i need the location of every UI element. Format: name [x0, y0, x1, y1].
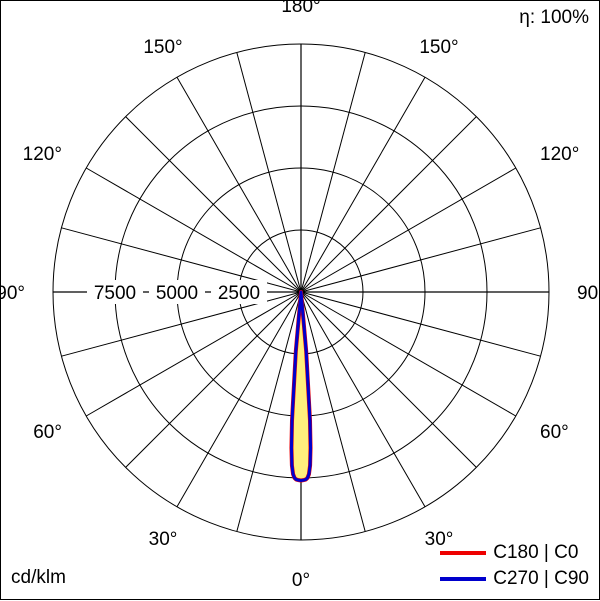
- angle-label-60: 60°: [540, 422, 569, 443]
- angle-label-0: 0°: [292, 570, 310, 591]
- curve-line-c270-c90[interactable]: [289, 290, 313, 482]
- radial-tick-label-bg-2500: [211, 280, 267, 304]
- angle-label-210: 150°: [143, 37, 182, 58]
- angle-label-180: 180°: [281, 1, 320, 17]
- grid-spoke-225: [125, 116, 302, 293]
- grid-spoke-330: [176, 291, 302, 508]
- legend-item-c180-c0[interactable]: C180 | C0: [440, 541, 578, 565]
- angle-label-30: 30°: [425, 529, 454, 550]
- grid-spoke-105: [300, 227, 541, 293]
- grid-spoke-45: [300, 291, 477, 468]
- grid-spokes-group: [61, 52, 541, 532]
- radial-tick-label-bg-5000: [149, 280, 205, 304]
- grid-spoke-135: [300, 116, 477, 293]
- grid-spoke-165: [300, 52, 366, 293]
- angle-label-330: 30°: [149, 529, 178, 550]
- radial-tick-labels-group: 2500 5000 7500: [87, 280, 267, 304]
- grid-spoke-345: [236, 291, 302, 532]
- distribution-curves-group: [289, 290, 313, 483]
- curve-fill-c180-c0: [291, 292, 311, 481]
- angle-label-120: 120°: [540, 144, 579, 165]
- angle-label-300: 60°: [33, 422, 62, 443]
- legend-label-c180-c0: C180 | C0: [493, 542, 579, 563]
- grid-spoke-300: [85, 291, 302, 417]
- grid-spoke-15: [300, 291, 366, 532]
- radial-tick-label-5000: 5000: [156, 283, 198, 304]
- grid-spoke-315: [125, 291, 302, 468]
- legend-item-c270-c90[interactable]: C270 | C90: [440, 567, 589, 591]
- grid-spoke-195: [236, 52, 302, 293]
- units-label: cd/klm: [11, 567, 66, 588]
- angle-label-150: 150°: [419, 37, 458, 58]
- radial-tick-label-bg-7500: [87, 280, 143, 304]
- legend-swatch-c180-c0: [440, 551, 487, 555]
- grid-spoke-75: [300, 291, 541, 357]
- grid-spoke-240: [85, 167, 302, 293]
- grid-spoke-30: [300, 291, 426, 508]
- angle-label-90: 90°: [577, 283, 600, 304]
- angle-label-240: 120°: [23, 144, 62, 165]
- angle-label-270: 90°: [1, 283, 25, 304]
- grid-spoke-120: [300, 167, 517, 293]
- grid-spoke-150: [300, 76, 426, 293]
- radial-tick-label-2500: 2500: [218, 283, 260, 304]
- legend-label-c270-c90: C270 | C90: [493, 568, 589, 589]
- grid-spoke-60: [300, 291, 517, 417]
- radial-tick-label-7500: 7500: [94, 283, 136, 304]
- grid-spoke-210: [176, 76, 302, 293]
- legend: C180 | C0 C270 | C90: [440, 541, 589, 591]
- efficiency-label: η: 100%: [519, 7, 589, 28]
- legend-swatch-c270-c90: [440, 577, 487, 581]
